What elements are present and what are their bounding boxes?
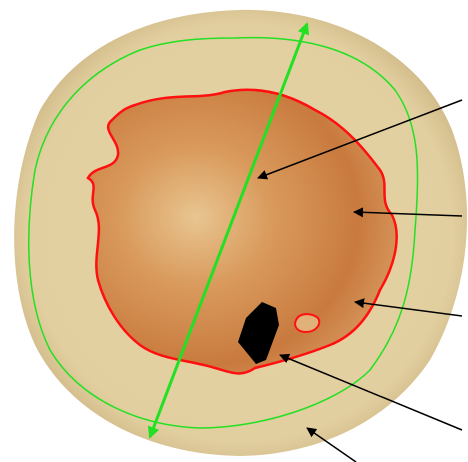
pointer-arrow: [353, 207, 463, 218]
pointer-arrow: [279, 353, 463, 431]
pointer-arrows: [257, 99, 463, 462]
small-region: [294, 313, 321, 334]
pointer-arrow: [257, 99, 463, 180]
pointer-arrow: [354, 298, 463, 317]
pointer-arrow: [306, 427, 357, 462]
diameter-arrow: [147, 22, 310, 439]
